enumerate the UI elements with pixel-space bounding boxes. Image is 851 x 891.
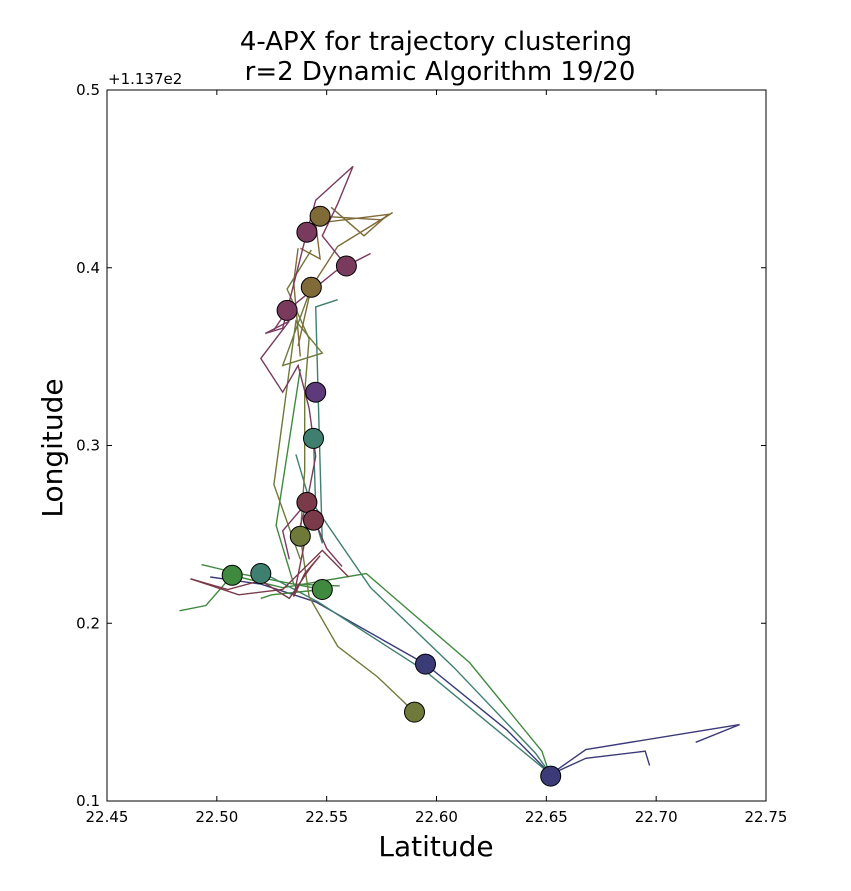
cluster-center-marker-11 — [250, 563, 272, 584]
cluster-center-marker-5 — [305, 381, 327, 403]
x-axis-label: Latitude — [378, 830, 493, 863]
cluster-center-marker-10 — [221, 564, 243, 586]
x-tick-label-2: 22.55 — [305, 808, 348, 826]
cluster-center-marker-14 — [404, 701, 425, 723]
cluster-center-marker-1 — [296, 221, 318, 243]
trajectory-line-17 — [190, 549, 350, 596]
x-tick-label-5: 22.70 — [635, 808, 678, 826]
trajectory-line-5 — [179, 572, 550, 772]
cluster-center-marker-9 — [289, 525, 311, 547]
cluster-markers — [221, 205, 562, 787]
cluster-center-marker-12 — [311, 579, 333, 600]
x-tick-label-4: 22.65 — [525, 808, 568, 826]
y-tick-label-2: 0.3 — [76, 437, 100, 455]
cluster-center-marker-0 — [309, 205, 331, 227]
cluster-center-marker-2 — [335, 255, 357, 277]
cluster-center-marker-13 — [415, 653, 436, 675]
cluster-center-marker-7 — [296, 491, 318, 513]
trajectory-line-15 — [281, 501, 308, 560]
y-tick-label-3: 0.4 — [76, 259, 100, 277]
y-tick-label-1: 0.2 — [76, 614, 100, 632]
chart-title: 4-APX for trajectory clustering — [240, 27, 632, 57]
trajectory-line-8 — [286, 249, 415, 713]
y-offset-label: +1.137e2 — [108, 70, 182, 88]
x-tick-label-6: 22.75 — [745, 808, 788, 826]
cluster-center-marker-3 — [300, 276, 322, 298]
cluster-center-marker-8 — [303, 509, 324, 531]
x-tick-label-3: 22.60 — [415, 808, 458, 826]
trajectory-line-2 — [260, 571, 552, 775]
trajectory-line-3 — [312, 438, 552, 775]
chart-subtitle: r=2 Dynamic Algorithm 19/20 — [245, 57, 636, 87]
y-axis-label: Longitude — [36, 378, 69, 517]
y-tick-label-0: 0.1 — [76, 792, 100, 810]
trajectory-line-11 — [299, 206, 391, 261]
plot-frame — [106, 89, 767, 802]
trajectory-line-1 — [550, 723, 740, 775]
cluster-center-marker-15 — [540, 765, 562, 787]
trajectory-line-9 — [273, 287, 324, 560]
axis-ticks: 22.45 22.50 22.55 22.60 22.65 22.70 22.75 0.1 0.… — [76, 81, 787, 826]
y-tick-label-4: 0.5 — [76, 81, 100, 99]
cluster-center-marker-4 — [276, 299, 298, 321]
x-tick-label-0: 22.45 — [86, 808, 129, 826]
trajectory-lines — [179, 165, 740, 776]
x-tick-label-1: 22.50 — [195, 808, 238, 826]
cluster-center-marker-6 — [303, 427, 324, 449]
trajectory-line-16 — [190, 498, 321, 600]
